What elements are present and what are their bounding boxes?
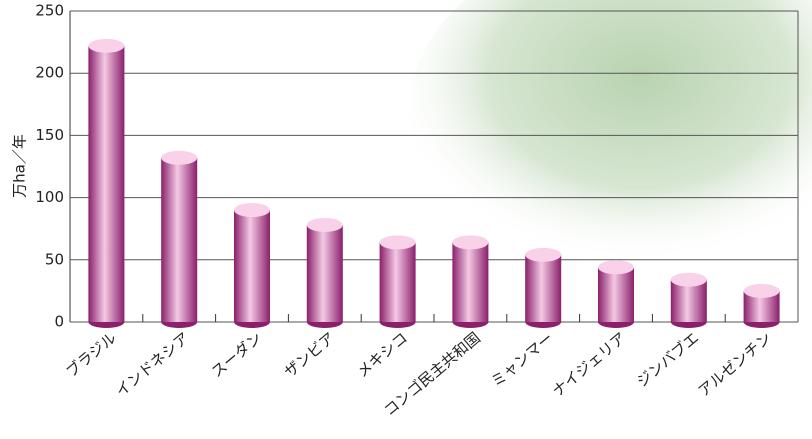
bar [452,242,488,322]
y-tick-label: 250 [35,2,64,20]
bar-cap [88,39,124,53]
x-tick-label: ザンビア [281,329,339,381]
chart: 万ha／年 0 50 100 150 200 250 ブラジルインドネシアスーダンザンビアメ… [0,0,812,439]
bar-cap [380,235,416,249]
bar [234,210,270,322]
bar [161,158,197,322]
y-tick-label: 200 [35,64,64,82]
x-tick-label: スーダン [208,329,266,381]
bar-cap [234,203,270,217]
y-axis-label: 万ha／年 [11,134,29,198]
bar-cap [161,151,197,165]
bar-cap [452,235,488,249]
x-tick-label: メキシコ [354,329,412,381]
x-tick-label: インドネシア [112,329,193,401]
bar [307,225,343,322]
bar-cap [671,273,707,287]
bar-cap [525,248,561,262]
bar [88,46,124,322]
bar-cap [598,260,634,274]
bar [598,267,634,322]
y-tick-label: 150 [35,126,64,144]
x-tick-label: ジンバブエ [633,329,702,391]
x-tick-label: アルゼンチン [695,329,775,401]
x-tick-label: ナイジェリア [549,329,630,401]
y-tick-label: 0 [54,313,64,331]
x-tick-label: ブラジル [63,329,120,381]
x-tick-label: ミャンマー [488,329,557,391]
bar-cap [307,218,343,232]
bar-cap [744,284,780,298]
y-tick-label: 50 [45,250,64,268]
bar [380,242,416,322]
y-tick-label: 100 [35,188,64,206]
bar [525,255,561,322]
